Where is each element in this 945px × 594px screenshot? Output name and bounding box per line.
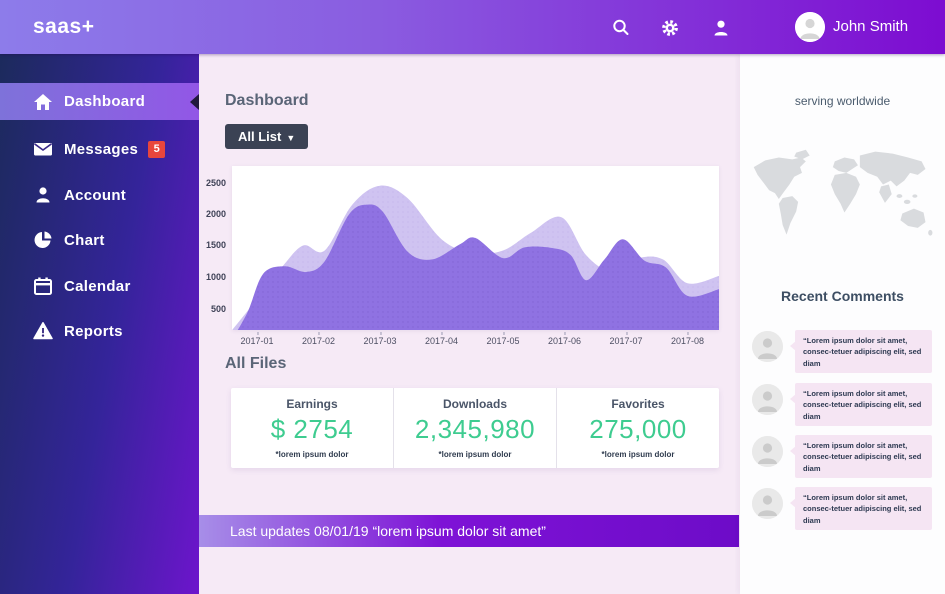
- comment-item[interactable]: “Lorem ipsum dolor sit amet, consec-tetu…: [740, 330, 945, 373]
- all-files-heading: All Files: [225, 355, 287, 372]
- user-avatar[interactable]: [795, 12, 825, 42]
- y-axis-tick: 1500: [205, 240, 226, 250]
- commenter-avatar: [752, 436, 783, 467]
- sidebar-item-chart[interactable]: Chart: [0, 223, 199, 257]
- sidebar-item-label: Messages: [64, 140, 139, 158]
- last-updates-bar: Last updates 08/01/19 “lorem ipsum dolor…: [199, 515, 739, 547]
- stat-earnings: Earnings $ 2754 *lorem ipsum dolor: [231, 388, 393, 468]
- sidebar-item-messages[interactable]: Messages 5: [0, 132, 199, 166]
- y-axis-tick: 2000: [205, 209, 226, 219]
- top-bar: saas+ Jo: [0, 0, 945, 54]
- all-list-dropdown[interactable]: All List ▼: [225, 124, 309, 149]
- sidebar-item-account[interactable]: Account: [0, 178, 199, 212]
- stat-favorites: Favorites 275,000 *lorem ipsum dolor: [556, 388, 719, 468]
- stat-note: *lorem ipsum dolor: [601, 450, 675, 459]
- page-title: Dashboard: [225, 92, 309, 109]
- stat-value: $ 2754: [270, 414, 354, 444]
- stat-value: 2,345,980: [414, 414, 536, 444]
- stats-card: Earnings $ 2754 *lorem ipsum dolor Downl…: [231, 388, 719, 468]
- x-axis-tick: 2017-07: [609, 332, 643, 346]
- stat-downloads: Downloads 2,345,980 *lorem ipsum dolor: [393, 388, 556, 468]
- app-logo: saas+: [33, 15, 95, 38]
- x-axis-tick: 2017-04: [424, 332, 459, 346]
- comment-item[interactable]: “Lorem ipsum dolor sit amet, consec-tetu…: [740, 435, 945, 478]
- sidebar-item-label: Chart: [64, 231, 105, 249]
- right-panel: serving worldwide Recent Comments: [740, 54, 945, 594]
- recent-comments-heading: Recent Comments: [781, 288, 904, 304]
- stat-note: *lorem ipsum dolor: [275, 450, 349, 459]
- pie-chart-icon: [33, 230, 53, 250]
- sidebar-item-reports[interactable]: Reports: [0, 314, 199, 348]
- alert-icon: [33, 321, 53, 341]
- x-axis-tick: 2017-05: [486, 332, 520, 346]
- sidebar-item-label: Reports: [64, 322, 123, 340]
- sidebar-item-label: Dashboard: [64, 93, 146, 110]
- main-content: Dashboard All List ▼ 2500 2000 1500 1000 …: [199, 54, 740, 594]
- sidebar-item-dashboard[interactable]: Dashboard: [0, 83, 199, 120]
- mail-icon: [33, 139, 53, 159]
- stat-label: Downloads: [442, 397, 507, 411]
- commenter-avatar: [752, 384, 783, 415]
- sidebar-nav: Dashboard Messages 5 Account: [0, 54, 199, 594]
- x-axis-tick: 2017-01: [240, 332, 274, 346]
- x-axis-tick: 2017-02: [301, 332, 336, 346]
- y-axis-tick: 1000: [205, 272, 226, 282]
- stat-label: Favorites: [611, 397, 665, 411]
- active-item-notch: [190, 93, 199, 110]
- x-axis-tick: 2017-03: [363, 332, 397, 346]
- comment-item[interactable]: “Lorem ipsum dolor sit amet, consec-tetu…: [740, 487, 945, 530]
- home-icon: [33, 92, 53, 112]
- person-icon: [33, 185, 53, 205]
- gear-icon[interactable]: [659, 17, 681, 39]
- chevron-down-icon: ▼: [286, 133, 296, 143]
- y-axis-tick: 500: [210, 304, 226, 314]
- stat-value: 275,000: [589, 414, 687, 444]
- stat-label: Earnings: [286, 397, 338, 411]
- sidebar-item-label: Calendar: [64, 277, 131, 295]
- y-axis-tick: 2500: [205, 178, 226, 188]
- calendar-icon: [33, 276, 53, 296]
- comment-text: “Lorem ipsum dolor sit amet, consec-tetu…: [790, 487, 932, 530]
- sidebar-item-calendar[interactable]: Calendar: [0, 269, 199, 303]
- commenter-avatar: [752, 331, 783, 362]
- sidebar-item-label: Account: [64, 186, 127, 204]
- search-icon[interactable]: [610, 17, 632, 39]
- comment-text: “Lorem ipsum dolor sit amet, consec-tetu…: [790, 383, 932, 426]
- area-chart[interactable]: [232, 166, 719, 330]
- foreground-series: [237, 204, 719, 330]
- user-icon[interactable]: [710, 17, 732, 39]
- x-axis-tick: 2017-06: [547, 332, 582, 346]
- comment-item[interactable]: “Lorem ipsum dolor sit amet, consec-tetu…: [740, 383, 945, 426]
- comment-text: “Lorem ipsum dolor sit amet, consec-tetu…: [790, 435, 932, 478]
- serving-worldwide-text: serving worldwide: [794, 94, 891, 108]
- x-axis-tick: 2017-08: [670, 332, 705, 346]
- stat-note: *lorem ipsum dolor: [438, 450, 512, 459]
- x-axis: 2017-01 2017-02 2017-03 2017-04 2017-05 …: [232, 332, 719, 347]
- messages-count-badge: 5: [148, 140, 166, 158]
- commenter-avatar: [752, 488, 783, 519]
- all-list-label: All List: [238, 129, 282, 144]
- user-name[interactable]: John Smith: [833, 18, 909, 35]
- comment-text: “Lorem ipsum dolor sit amet, consec-tetu…: [790, 330, 932, 373]
- world-map: [746, 146, 939, 255]
